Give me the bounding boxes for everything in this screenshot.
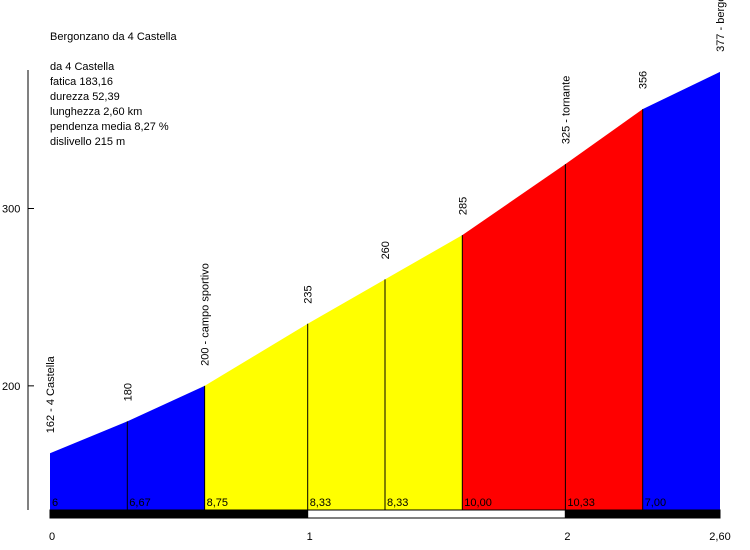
point-elevation-label: 377 - bergonzano bbox=[715, 0, 727, 52]
point-elevation-label: 235 bbox=[303, 285, 315, 303]
km-bar bbox=[49, 509, 721, 519]
point-elevation-label: 200 - campo sportivo bbox=[200, 263, 212, 366]
point-elevation-label: 356 bbox=[638, 71, 650, 89]
gradient-label: 6,67 bbox=[129, 497, 150, 509]
gradient-label: 8,75 bbox=[207, 497, 228, 509]
x-tick-label: 2,60 bbox=[709, 531, 730, 543]
gradient-label: 7,00 bbox=[645, 497, 666, 509]
dividers-layer bbox=[126, 109, 644, 510]
profile-segment bbox=[462, 164, 566, 510]
gradient-label: 10,33 bbox=[567, 497, 595, 509]
gradient-label: 8,33 bbox=[310, 497, 331, 509]
profile-segment bbox=[385, 235, 463, 510]
stat-fatica: fatica 183,16 bbox=[50, 76, 113, 88]
x-tick-label: 2 bbox=[564, 531, 570, 543]
point-elevation-label: 285 bbox=[457, 197, 469, 215]
stat-pendenza: pendenza media 8,27 % bbox=[50, 121, 169, 133]
y-ticks: 200 300 bbox=[2, 203, 34, 393]
stat-start: da 4 Castella bbox=[50, 61, 115, 73]
profile-segment bbox=[204, 323, 308, 510]
gradient-labels: 6 6,67 8,75 8,33 8,33 10,00 10,33 7,00 bbox=[52, 497, 666, 509]
stat-lunghezza: lunghezza 2,60 km bbox=[50, 106, 143, 118]
chart-title: Bergonzano da 4 Castella bbox=[50, 31, 177, 43]
y-tick-label: 300 bbox=[2, 203, 20, 215]
point-elevation-label: 325 - tornante bbox=[560, 76, 572, 145]
profile-segment bbox=[565, 109, 643, 511]
stat-dislivello: dislivello 215 m bbox=[50, 136, 126, 148]
profile-segment bbox=[127, 385, 205, 510]
gradient-label: 8,33 bbox=[387, 497, 408, 509]
point-elevation-label: 260 bbox=[380, 241, 392, 259]
profile-segment bbox=[50, 421, 128, 510]
x-ticks: 0 1 2 2,60 bbox=[49, 531, 731, 543]
point-elevation-label: 180 bbox=[122, 383, 134, 401]
gradient-label: 6 bbox=[52, 497, 58, 509]
profile-segment bbox=[307, 279, 385, 510]
point-elevation-label: 162 - 4 Castella bbox=[45, 355, 57, 433]
x-tick-label: 0 bbox=[49, 531, 55, 543]
profile-segment bbox=[642, 71, 720, 510]
point-labels: 162 - 4 Castella 180 200 - campo sportivo 2… bbox=[45, 0, 727, 433]
km-bar-block bbox=[49, 509, 309, 519]
y-tick-label: 200 bbox=[2, 381, 20, 393]
segments-layer bbox=[50, 71, 720, 511]
gradient-label: 10,00 bbox=[464, 497, 492, 509]
km-bar-block bbox=[307, 509, 566, 519]
stat-durezza: durezza 52,39 bbox=[50, 91, 120, 103]
km-bar-block bbox=[564, 509, 721, 519]
x-tick-label: 1 bbox=[307, 531, 313, 543]
